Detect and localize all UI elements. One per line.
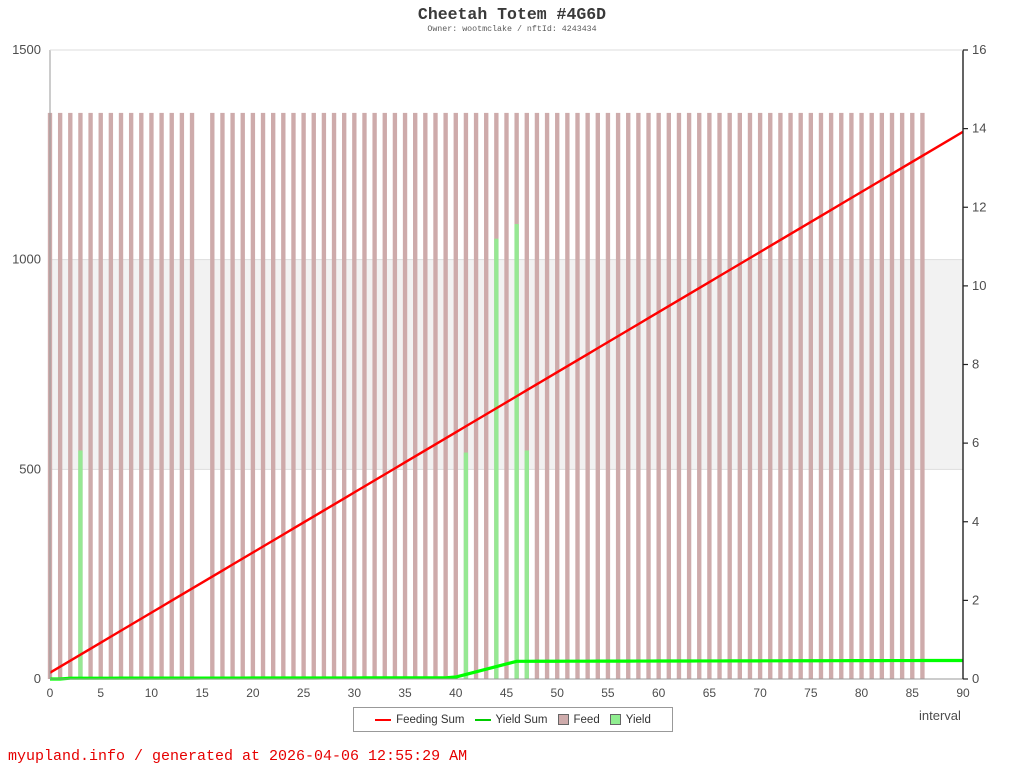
svg-text:65: 65 <box>703 686 717 700</box>
svg-text:50: 50 <box>551 686 565 700</box>
svg-text:60: 60 <box>652 686 666 700</box>
svg-text:90: 90 <box>956 686 970 700</box>
svg-text:85: 85 <box>906 686 920 700</box>
svg-text:12: 12 <box>972 199 986 214</box>
svg-text:45: 45 <box>500 686 514 700</box>
svg-text:75: 75 <box>804 686 818 700</box>
svg-text:16: 16 <box>972 42 986 57</box>
svg-text:35: 35 <box>398 686 412 700</box>
svg-text:8: 8 <box>972 357 979 372</box>
svg-text:0: 0 <box>47 686 54 700</box>
svg-text:0: 0 <box>34 671 41 686</box>
svg-text:6: 6 <box>972 435 979 450</box>
svg-text:40: 40 <box>449 686 463 700</box>
svg-text:4: 4 <box>972 514 979 529</box>
svg-text:25: 25 <box>297 686 311 700</box>
svg-text:10: 10 <box>972 278 986 293</box>
svg-text:55: 55 <box>601 686 615 700</box>
svg-text:500: 500 <box>19 461 41 476</box>
svg-text:80: 80 <box>855 686 869 700</box>
svg-text:5: 5 <box>97 686 104 700</box>
svg-text:1000: 1000 <box>12 252 41 267</box>
svg-text:2: 2 <box>972 592 979 607</box>
svg-text:30: 30 <box>348 686 362 700</box>
svg-text:70: 70 <box>753 686 767 700</box>
svg-text:15: 15 <box>195 686 209 700</box>
svg-text:1500: 1500 <box>12 42 41 57</box>
svg-text:20: 20 <box>246 686 260 700</box>
svg-text:10: 10 <box>145 686 159 700</box>
svg-text:14: 14 <box>972 121 986 136</box>
svg-text:0: 0 <box>972 671 979 686</box>
